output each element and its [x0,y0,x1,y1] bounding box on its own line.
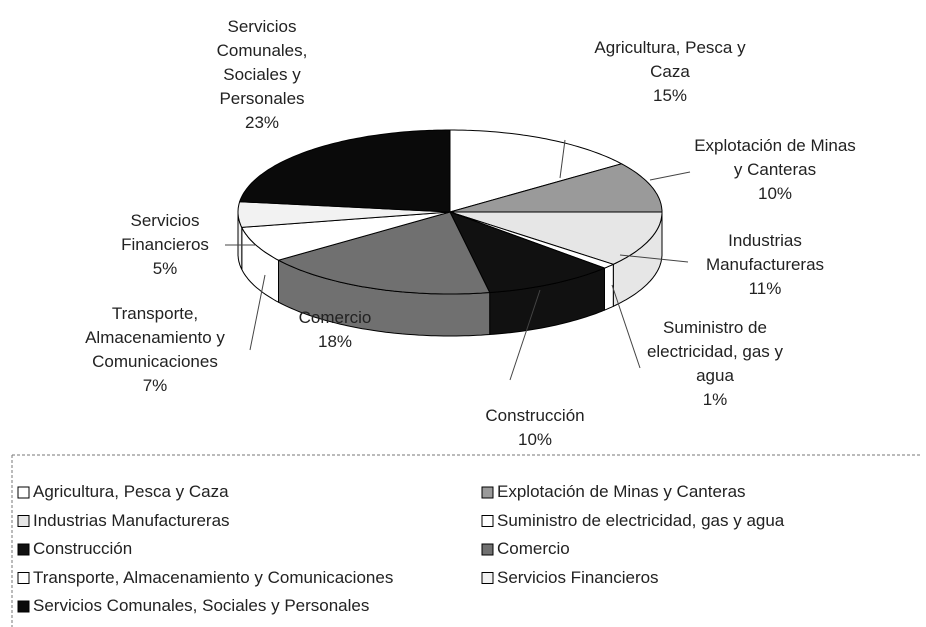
data-label: Suministro de electricidad, gas y agua 1% [635,316,795,412]
legend-swatch [17,600,30,613]
legend-swatch [481,515,494,527]
legend-swatch [481,543,494,556]
label-value: 18% [317,332,353,351]
label-name: Transporte, Almacenamiento y Comunicacio… [85,304,225,371]
data-label: Construcción 10% [465,404,605,452]
data-label: Comercio 18% [280,306,390,354]
pie-slice [449,211,606,294]
pie-slice [237,201,451,228]
legend-swatch [481,486,494,499]
legend-label: Explotación de Minas y Canteras [497,482,746,501]
legend-label: Comercio [497,539,570,558]
legend-label: Agricultura, Pesca y Caza [33,482,229,501]
data-label: Industrias Manufactureras 11% [685,229,845,301]
legend-swatch [17,515,30,527]
data-label: Servicios Comunales, Sociales y Personal… [205,15,320,135]
leader-line [649,171,691,181]
label-value: 11% [748,279,782,298]
label-name: Industrias Manufactureras [705,231,825,274]
label-name: Explotación de Minas y Canteras [694,136,856,179]
data-label: Transporte, Almacenamiento y Comunicacio… [65,302,245,398]
legend-label: Construcción [33,539,133,558]
legend-label: Transporte, Almacenamiento y Comunicacio… [33,567,394,587]
legend-label: Industrias Manufactureras [33,510,230,530]
leader-line [611,284,641,369]
legend-swatch [17,572,30,584]
label-name: Suministro de electricidad, gas y agua [646,318,784,385]
legend-swatch [17,486,30,499]
pie-slice [277,211,491,295]
pie-slice [239,129,451,213]
label-value: 10% [757,184,793,203]
label-name: Construcción [485,406,585,425]
legend-swatch [481,572,494,584]
leader-line [559,139,566,179]
data-label: Explotación de Minas y Canteras 10% [690,134,860,206]
legend-label: Servicios Comunales, Sociales y Personal… [33,596,370,615]
leader-line [619,254,689,263]
pie-slice-side [604,263,614,311]
label-value: 15% [652,86,688,105]
data-label: Servicios Financieros 5% [110,209,220,281]
label-value: 7% [142,376,168,395]
pie-slice [449,163,663,213]
label-name: Servicios Comunales, Sociales y Personal… [216,17,308,108]
leader-line [249,274,266,351]
legend-label: Servicios Financieros [497,567,659,587]
label-value: 5% [152,259,178,278]
pie-slice [449,211,663,265]
legend-label: Suministro de electricidad, gas y agua [497,510,785,530]
label-value: 10% [517,430,553,449]
leader-line [509,289,541,381]
legend-swatch [17,543,30,556]
label-value: 23% [244,113,280,132]
label-name: Comercio [298,308,372,327]
pie-slice [449,129,623,213]
label-name: Servicios Financieros [121,211,209,254]
data-label: Agricultura, Pesca y Caza 15% [583,36,758,108]
label-value: 1% [702,390,728,409]
label-name: Agricultura, Pesca y Caza [594,38,746,81]
